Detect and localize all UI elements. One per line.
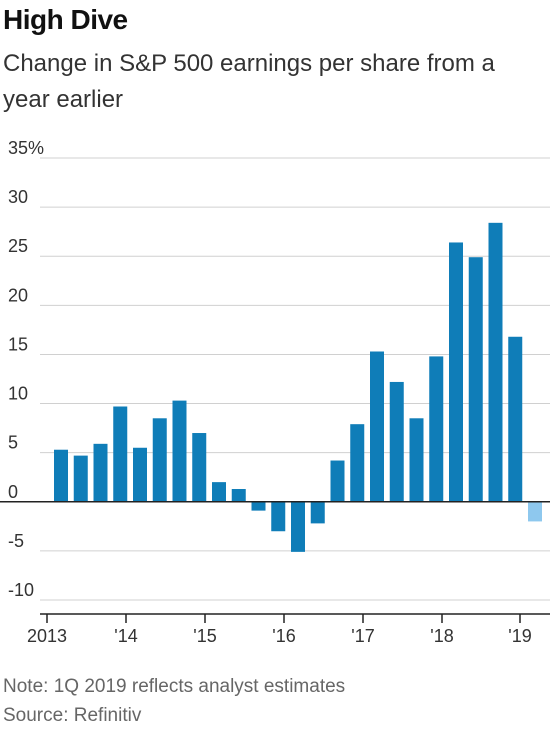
bar-4Q16 (350, 424, 365, 502)
source-note: Source: Refinitiv (3, 705, 142, 726)
y-tick-label: 20 (8, 285, 28, 305)
x-tick-label: '16 (272, 626, 295, 646)
axes: -10 -5 0 5 10 15 20 25 30 35% 2013 '14 '15 '16 '17 '18 '… (0, 138, 550, 646)
bar-1Q13 (54, 449, 68, 502)
bar-1Q16 (291, 501, 305, 552)
footnote: Note: 1Q 2019 reflects analyst estimates (3, 676, 346, 697)
bars (54, 222, 542, 552)
chart-subtitle: Change in S&P 500 earnings per share fro… (3, 50, 495, 113)
bar-3Q16 (330, 460, 345, 502)
bar-1Q17 (370, 351, 384, 502)
bar-3Q18 (488, 222, 503, 502)
y-tick-label: -10 (8, 580, 34, 600)
x-tick-label: '18 (430, 626, 453, 646)
x-tick-label: '14 (114, 626, 137, 646)
y-tick-label: 10 (8, 384, 28, 404)
x-tick-label: '17 (351, 626, 374, 646)
bar-2Q17 (389, 381, 404, 502)
bar-3Q14 (172, 400, 187, 502)
bar-4Q17 (429, 356, 444, 502)
bar-2Q13 (73, 455, 88, 502)
bar-3Q17 (409, 418, 424, 502)
bar-2Q14 (152, 418, 167, 502)
bar-1Q19 (528, 501, 542, 522)
y-tick-label: 5 (8, 433, 18, 453)
y-tick-label: -5 (8, 531, 24, 551)
bar-1Q15 (212, 482, 226, 502)
y-tick-label: 0 (8, 482, 18, 502)
x-tick-label: 2013 (27, 626, 67, 646)
x-tick-label: '15 (193, 626, 216, 646)
bar-4Q15 (271, 501, 286, 532)
bar-2Q15 (231, 489, 246, 502)
bar-3Q15 (251, 501, 266, 511)
x-tick-label: '19 (508, 626, 531, 646)
bar-1Q14 (133, 447, 147, 502)
bar-2Q16 (310, 501, 325, 524)
bar-4Q13 (113, 406, 128, 502)
bar-4Q18 (508, 336, 523, 502)
bar-1Q18 (449, 242, 463, 502)
y-tick-label: 30 (8, 187, 28, 207)
chart-title: High Dive (3, 4, 128, 35)
y-tick-label: 25 (8, 236, 28, 256)
bar-4Q14 (192, 433, 207, 502)
bar-3Q13 (93, 443, 108, 502)
y-tick-label: 35% (8, 138, 44, 158)
bar-2Q18 (468, 257, 483, 502)
y-tick-label: 15 (8, 334, 28, 354)
bar-chart: -10 -5 0 5 10 15 20 25 30 35% 2013 '14 '15 '16 '17 '18 '… (0, 138, 550, 646)
